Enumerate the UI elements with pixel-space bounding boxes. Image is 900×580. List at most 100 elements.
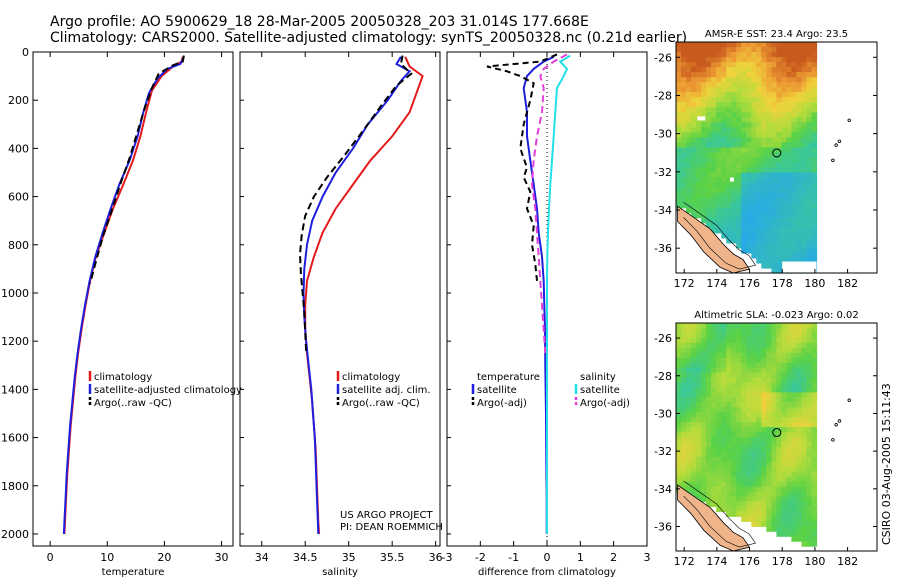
field-cell — [701, 427, 707, 433]
field-cell — [761, 422, 767, 428]
island-marker — [837, 139, 842, 143]
field-cell — [796, 347, 803, 354]
field-cell — [741, 427, 747, 433]
field-cell — [751, 212, 757, 219]
field-cell — [701, 182, 707, 189]
field-cell — [766, 402, 772, 408]
field-cell — [676, 42, 682, 48]
field-cell — [741, 407, 747, 413]
field-cell — [736, 197, 742, 204]
field-cell — [711, 147, 717, 154]
field-cell — [721, 212, 727, 219]
field-cell — [806, 237, 813, 244]
field-cell — [681, 87, 687, 93]
field-cell — [731, 392, 737, 398]
field-cell — [691, 82, 697, 88]
field-cell — [706, 412, 712, 418]
field-cell — [786, 197, 792, 204]
field-cell — [811, 536, 818, 542]
field-cell — [701, 82, 707, 88]
field-cell — [766, 217, 772, 224]
field-cell — [796, 471, 803, 478]
field-cell — [696, 372, 702, 379]
y-tick-label: 800 — [8, 239, 29, 252]
field-cell — [711, 377, 717, 384]
field-cell — [776, 446, 782, 453]
field-cell — [676, 132, 682, 138]
field-cell — [761, 372, 767, 379]
field-cell — [771, 87, 777, 93]
field-cell — [676, 451, 682, 458]
field-cell — [746, 107, 752, 113]
field-cell — [756, 257, 762, 264]
field-cell — [746, 212, 752, 219]
field-cell — [811, 437, 818, 443]
field-cell — [691, 466, 697, 473]
field-cell — [756, 207, 762, 214]
field-cell — [756, 342, 762, 349]
field-cell — [681, 402, 687, 408]
field-cell — [691, 328, 697, 334]
field-cell — [806, 132, 813, 138]
field-cell — [681, 127, 687, 133]
field-cell — [706, 82, 712, 88]
field-cell — [756, 377, 762, 384]
field-cell — [706, 461, 712, 468]
field-cell — [756, 392, 762, 398]
field-cell — [716, 323, 722, 329]
field-cell — [681, 147, 687, 154]
profile-title: Argo profile: AO 5900629_18 28-Mar-2005 … — [50, 14, 589, 30]
field-cell — [711, 491, 717, 498]
field-cell — [721, 323, 727, 329]
field-cell — [811, 541, 818, 547]
field-cell — [726, 491, 732, 498]
field-cell — [786, 466, 792, 473]
field-cell — [766, 252, 772, 259]
field-cell — [746, 217, 752, 224]
field-cell — [726, 382, 732, 389]
field-cell — [776, 222, 782, 229]
field-cell — [786, 232, 792, 239]
field-cell — [786, 177, 792, 184]
field-cell — [766, 506, 772, 512]
field-cell — [691, 47, 697, 53]
field-cell — [741, 52, 747, 58]
field-cell — [751, 247, 757, 254]
field-cell — [796, 412, 803, 418]
field-cell — [691, 442, 697, 448]
field-cell — [771, 217, 777, 224]
field-cell — [796, 422, 803, 428]
field-cell — [756, 442, 762, 448]
field-cell — [751, 132, 757, 138]
x-tick-label: 0 — [544, 551, 551, 564]
field-cell — [776, 237, 782, 244]
field-cell — [786, 167, 792, 174]
field-cell — [811, 328, 818, 334]
field-cell — [731, 461, 737, 468]
field-cell — [681, 422, 687, 428]
field-cell — [786, 132, 792, 138]
field-cell — [736, 102, 742, 108]
field-cell — [751, 328, 757, 334]
field-cell — [776, 491, 782, 498]
field-cell — [731, 217, 737, 224]
field-cell — [741, 422, 747, 428]
field-cell — [766, 227, 772, 234]
field-cell — [796, 132, 803, 138]
field-cell — [801, 147, 808, 154]
field-cell — [681, 442, 687, 448]
field-cell — [686, 42, 692, 48]
field-cell — [776, 437, 782, 443]
field-cell — [751, 352, 757, 359]
field-cell — [771, 491, 777, 498]
field-cell — [771, 422, 777, 428]
field-cell — [696, 442, 702, 448]
field-cell — [781, 526, 787, 532]
field-cell — [701, 456, 707, 463]
field-cell — [736, 323, 742, 329]
field-cell — [806, 342, 813, 349]
field-cell — [761, 442, 767, 448]
field-cell — [771, 352, 777, 359]
field-cell — [771, 337, 777, 344]
field-cell — [681, 67, 687, 73]
